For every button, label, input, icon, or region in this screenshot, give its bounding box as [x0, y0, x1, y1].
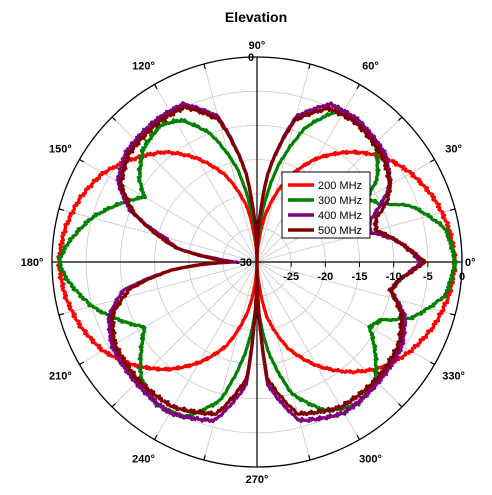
angle-label: 60°	[362, 60, 379, 72]
legend-label: 500 MHz	[318, 225, 362, 237]
outer-tick	[111, 116, 117, 122]
outer-tick	[356, 434, 361, 440]
legend: 200 MHz 300 MHz 400 MHz 500 MHz	[281, 171, 371, 239]
angle-label: 120°	[132, 60, 155, 72]
outer-tick	[58, 208, 64, 211]
radial-min-label: -30	[236, 257, 252, 269]
outer-tick	[203, 455, 206, 461]
radial-tick-label: -25	[283, 271, 299, 283]
angle-label: 210°	[49, 371, 72, 383]
outer-tick	[450, 208, 456, 211]
radial-tick-label: -20	[317, 271, 333, 283]
angle-label: 90°	[249, 40, 266, 52]
radial-max-label: 0	[248, 52, 254, 64]
radial-tick-label: -10	[386, 271, 402, 283]
legend-label: 200 MHz	[318, 180, 362, 192]
outer-tick	[397, 402, 403, 408]
outer-tick	[58, 313, 64, 316]
outer-tick	[79, 361, 85, 366]
series-line	[109, 104, 427, 417]
outer-tick	[308, 455, 311, 461]
angle-label: 300°	[359, 454, 382, 466]
outer-tick	[356, 84, 361, 90]
angle-label: 180°	[21, 257, 44, 269]
series-layer	[56, 101, 459, 424]
angle-label: 270°	[246, 474, 269, 486]
outer-tick	[308, 63, 311, 69]
outer-tick	[79, 158, 85, 163]
outer-tick	[111, 402, 117, 408]
angle-label: 30°	[445, 144, 462, 156]
radial-tick-label: -15	[352, 271, 368, 283]
legend-label: 300 MHz	[318, 195, 362, 207]
outer-tick	[153, 434, 158, 440]
outer-tick	[203, 63, 206, 69]
chart-title: Elevation	[225, 9, 287, 25]
angle-label: 150°	[49, 144, 72, 156]
outer-tick	[397, 116, 403, 122]
axis-labels: -25 -20 -15 -10 -5 0 0 -30 0° 30° 60° 90° 120° 150° 18…	[21, 40, 476, 486]
radial-tick-label: -5	[423, 271, 433, 283]
angle-label: 330°	[442, 371, 465, 383]
radial-tick-label: 0	[459, 271, 465, 283]
outer-tick	[429, 361, 435, 366]
legend-label: 400 MHz	[318, 210, 362, 222]
outer-tick	[450, 313, 456, 316]
series-line	[106, 101, 423, 424]
legend-box	[281, 171, 371, 239]
outer-tick	[153, 84, 158, 90]
angle-label: 240°	[132, 454, 155, 466]
outer-tick	[429, 158, 435, 163]
angle-label: 0°	[465, 257, 476, 269]
